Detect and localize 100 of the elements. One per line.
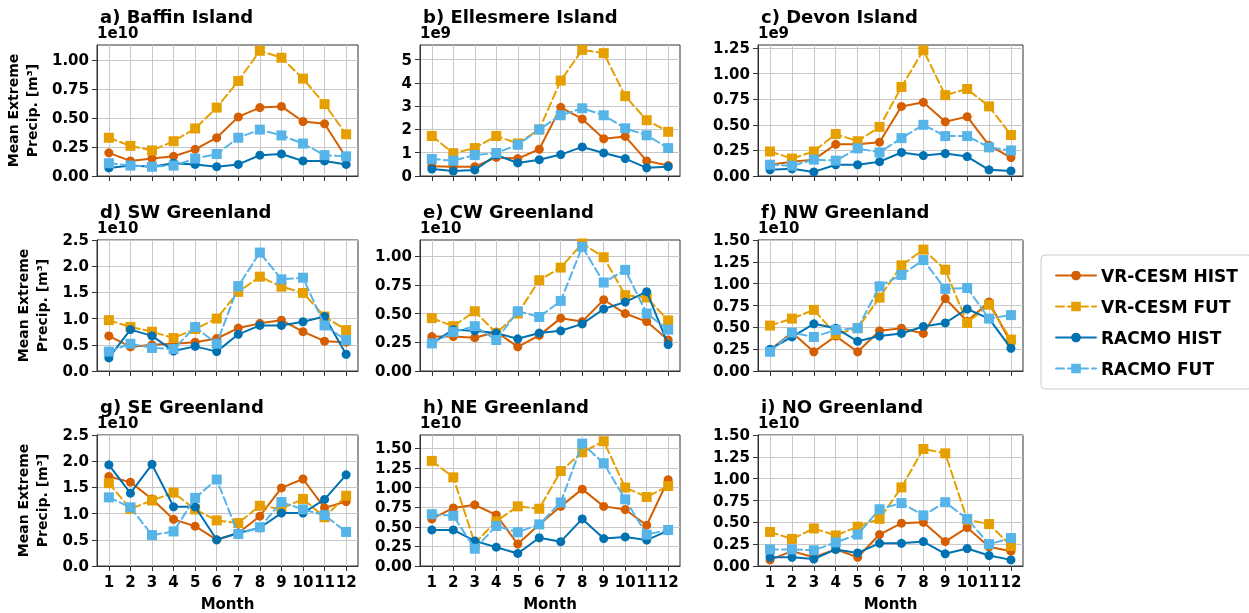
legend-label: VR-CESM FUT — [1101, 296, 1231, 317]
x-tick-label: 12 — [1000, 572, 1022, 591]
y-tick-label: 1.00 — [712, 469, 750, 488]
y-tick-label: 1.00 — [374, 247, 412, 266]
x-tick-label: 6 — [211, 572, 222, 591]
y-tick-label: 1.00 — [51, 51, 89, 70]
x-tick-label: 4 — [830, 572, 841, 591]
y-tick-label: 0 — [401, 167, 412, 185]
y-tick-label: 2.0 — [62, 257, 89, 276]
x-axis-title: Month — [523, 594, 577, 613]
y-tick-label: 0.00 — [374, 362, 412, 380]
y-tick-label: 0.25 — [374, 537, 412, 556]
chart-title: b) Ellesmere Island — [423, 5, 618, 27]
y-tick-label: 0.5 — [62, 530, 89, 549]
y-tick-label: 1.25 — [712, 447, 750, 466]
y-tick-label: 0.75 — [51, 80, 89, 99]
x-tick-label: 11 — [314, 572, 335, 591]
x-tick-label: 12 — [335, 572, 357, 591]
y-tick-label: 0.25 — [712, 141, 750, 160]
y-tick-label: 0.00 — [712, 557, 750, 575]
y-tick-label: 1.50 — [374, 439, 412, 458]
y-tick-label: 0.75 — [374, 275, 412, 294]
y-tick-label: 0.0 — [62, 362, 89, 380]
x-tick-label: 5 — [189, 572, 201, 591]
y-axis-title: Mean Extreme Precip. [m³] — [15, 248, 51, 363]
y-tick-label: 0.00 — [712, 362, 750, 380]
y-tick-label: 1.50 — [712, 426, 750, 444]
y-tick-label: 1.50 — [712, 231, 750, 249]
x-tick-label: 8 — [254, 572, 266, 591]
chart-title: d) SW Greenland — [100, 200, 272, 222]
y-tick-label: 0.50 — [712, 513, 750, 532]
x-tick-label: 10 — [614, 572, 636, 591]
x-tick-label: 4 — [491, 572, 502, 591]
x-tick-label: 2 — [448, 572, 459, 591]
y-tick-label: 2.0 — [62, 452, 89, 471]
y-tick-label: 3 — [401, 97, 412, 116]
legend-label: RACMO FUT — [1101, 358, 1215, 379]
x-tick-label: 5 — [852, 572, 863, 591]
y-tick-label: 1.0 — [62, 309, 89, 328]
y-tick-label: 1.00 — [374, 478, 412, 497]
y-tick-label: 0.25 — [712, 535, 750, 554]
y-tick-label: 1.25 — [712, 252, 750, 271]
y-tick-label: 0.50 — [374, 304, 412, 323]
x-tick-label: 6 — [534, 572, 545, 591]
y-tick-label: 1.25 — [712, 39, 750, 58]
x-tick-label: 11 — [636, 572, 658, 591]
x-tick-label: 2 — [786, 572, 798, 591]
y-tick-label: 0.75 — [374, 498, 412, 517]
legend-label: VR-CESM HIST — [1101, 265, 1239, 286]
y-tick-label: 0.75 — [712, 491, 750, 510]
x-tick-label: 9 — [598, 572, 609, 591]
x-axis-title: Month — [863, 594, 918, 613]
x-tick-label: 2 — [125, 572, 136, 591]
y-tick-label: 1 — [401, 143, 412, 162]
x-tick-label: 9 — [276, 572, 287, 591]
x-tick-label: 10 — [292, 572, 314, 591]
x-tick-label: 8 — [577, 572, 588, 591]
y-tick-label: 1.00 — [712, 274, 750, 293]
x-tick-label: 1 — [764, 572, 776, 591]
y-tick-label: 0.5 — [62, 335, 89, 354]
y-tick-label: 1.00 — [712, 64, 750, 83]
x-axis-title: Month — [200, 594, 255, 613]
y-tick-label: 0.75 — [712, 90, 750, 109]
y-tick-label: 0.50 — [712, 115, 750, 134]
x-tick-label: 3 — [146, 572, 158, 591]
x-tick-label: 4 — [168, 572, 179, 591]
y-tick-label: 0.00 — [51, 167, 89, 185]
x-tick-label: 5 — [512, 572, 523, 591]
y-tick-label: 1.25 — [374, 458, 412, 477]
x-tick-label: 6 — [874, 572, 885, 591]
x-tick-label: 1 — [103, 572, 115, 591]
x-tick-label: 3 — [469, 572, 481, 591]
y-tick-label: 1.0 — [62, 504, 89, 523]
y-tick-label: 0.25 — [712, 340, 750, 359]
chart-title: a) Baffin Island — [100, 5, 254, 27]
y-axis-title: Mean Extreme Precip. [m³] — [4, 53, 40, 168]
x-tick-label: 9 — [940, 572, 951, 591]
x-tick-label: 12 — [657, 572, 679, 591]
y-tick-label: 0.50 — [374, 517, 412, 536]
y-tick-label: 0.50 — [712, 318, 750, 337]
y-tick-label: 1.5 — [62, 283, 89, 302]
chart-title: h) NE Greenland — [423, 395, 589, 417]
x-tick-label: 7 — [555, 572, 566, 591]
y-tick-label: 0.0 — [62, 557, 89, 575]
y-tick-label: 4 — [401, 73, 412, 92]
x-tick-label: 8 — [918, 572, 929, 591]
y-tick-label: 2 — [401, 120, 412, 139]
y-tick-label: 1.5 — [62, 478, 89, 497]
x-tick-label: 1 — [426, 572, 438, 591]
x-tick-label: 3 — [808, 572, 820, 591]
x-tick-label: 10 — [956, 572, 978, 591]
chart-title: i) NO Greenland — [761, 395, 924, 417]
y-tick-label: 0.75 — [712, 296, 750, 315]
y-tick-label: 5 — [401, 50, 412, 69]
x-tick-label: 7 — [896, 572, 907, 591]
y-tick-label: 0.00 — [374, 557, 412, 575]
chart-title: e) CW Greenland — [423, 200, 594, 222]
y-tick-label: 0.50 — [51, 109, 89, 128]
y-axis-title: Mean Extreme Precip. [m³] — [15, 443, 51, 558]
y-tick-label: 0.25 — [51, 138, 89, 157]
